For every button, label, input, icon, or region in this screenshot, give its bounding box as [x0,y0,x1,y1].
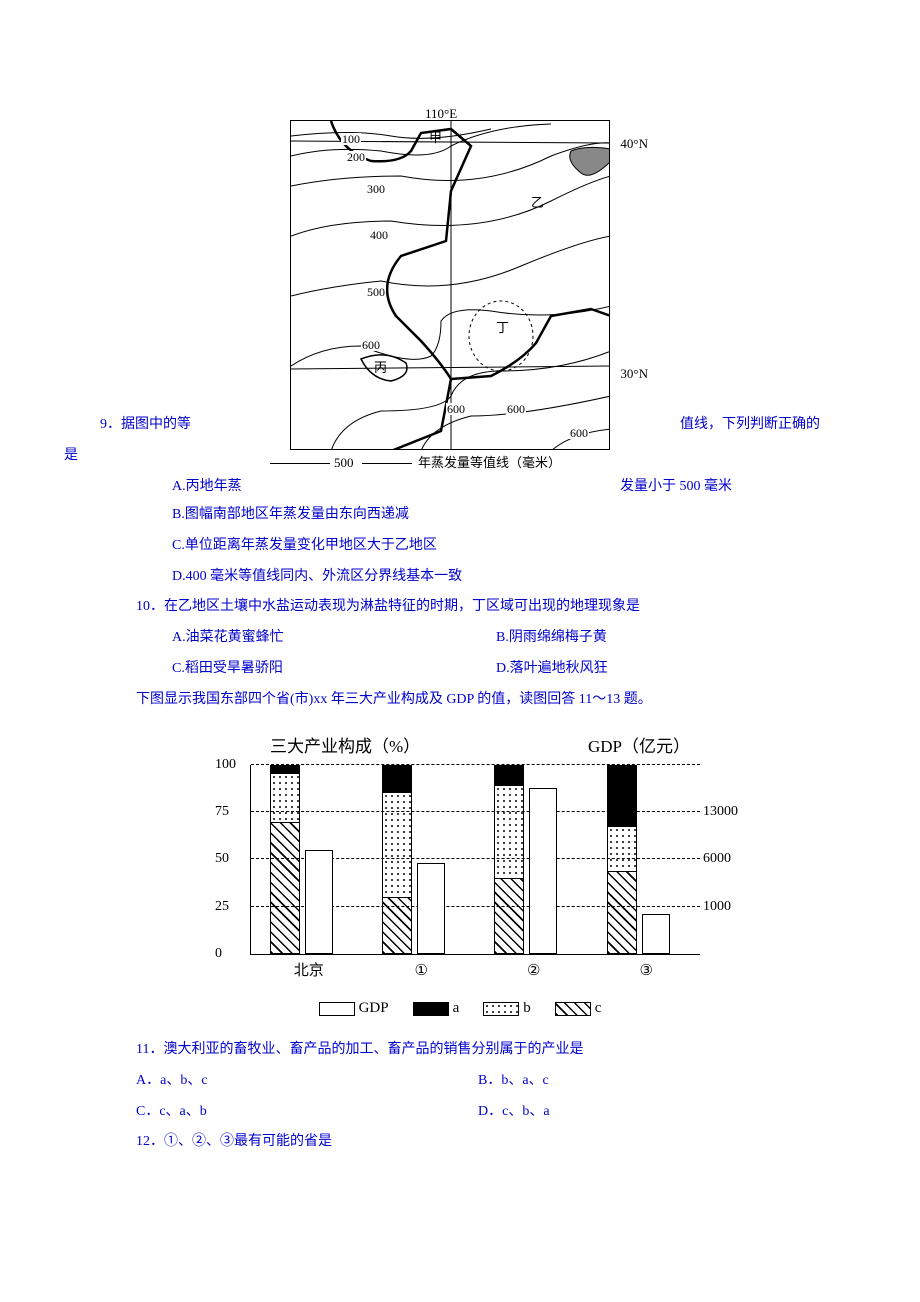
bar-group-3 [597,765,691,954]
evaporation-map: 110°E 40°N 30°N [250,100,670,480]
leg-a: a [453,1000,460,1016]
contour-200: 200 [346,151,366,163]
yl-0: 0 [215,947,222,961]
chart-right-title: GDP（亿元） [588,728,690,765]
q9-option-b: B.图幅南部地区年蒸发量由东向西递减 [100,500,820,531]
lat-top-label: 40°N [620,130,648,159]
q11-option-c: C．c、a、b [136,1097,478,1128]
contour-600b: 600 [446,403,466,415]
swatch-c [555,1002,591,1016]
legend-value: 500 [334,456,354,469]
bar-group-0 [260,765,354,954]
contour-600d: 600 [569,427,589,439]
gdp-bar-1 [417,863,445,954]
leg-c: c [595,1000,602,1016]
q10-option-c: C.稻田受旱暑骄阳 [172,654,496,685]
chart-left-title: 三大产业构成（%） [270,728,420,765]
q11-option-b: B．b、a、c [478,1066,820,1097]
leg-gdp: GDP [359,1000,389,1016]
q10-option-b: B.阴雨绵绵梅子黄 [496,623,820,654]
map-caption: 年蒸发量等值线（毫米） [418,456,561,469]
contour-100: 100 [341,133,361,145]
stack-bar-3 [607,765,637,954]
q9-option-c: C.单位距离年蒸发量变化甲地区大于乙地区 [100,531,820,562]
cat-2: ② [475,955,588,988]
region-bing: 丙 [374,361,387,374]
stack-bar-0 [270,765,300,954]
q11-stem: 11．澳大利亚的畜牧业、畜产品的加工、畜产品的销售分别属于的产业是 [100,1035,820,1066]
swatch-b [483,1002,519,1016]
yr-13000: 13000 [703,805,738,819]
swatch-a [413,1002,449,1016]
yr-1000: 1000 [703,900,731,914]
gdp-bar-0 [305,850,333,954]
contour-300: 300 [366,183,386,195]
q9-stem-right: 值线，下列判断正确的 [680,410,820,441]
map-svg [291,121,610,450]
stack-bar-1 [382,765,412,954]
cat-1: ① [363,955,476,988]
q9-stem-right2: 是 [64,441,78,472]
contour-400: 400 [369,229,389,241]
q10-option-d: D.落叶遍地秋风狂 [496,654,820,685]
lat-bot-label: 30°N [620,360,648,389]
region-ding: 丁 [496,321,509,334]
yr-6000: 6000 [703,852,731,866]
contour-600c: 600 [506,403,526,415]
chart-area: 0 25 50 75 100 1000 6000 13000 [250,765,700,955]
yl-25: 25 [215,900,229,914]
gdp-bar-3 [642,914,670,954]
q10-row1: A.油菜花黄蜜蜂忙 B.阴雨绵绵梅子黄 [100,623,820,654]
q11-option-a: A．a、b、c [136,1066,478,1097]
bar-group-1 [372,765,466,954]
q12-stem: 12．①、②、③最有可能的省是 [100,1127,820,1158]
cat-0: 北京 [250,955,363,988]
q9-option-d: D.400 毫米等值线同内、外流区分界线基本一致 [100,562,820,593]
chart-intro: 下图显示我国东部四个省(市)xx 年三大产业构成及 GDP 的值，读图回答 11… [100,685,820,716]
bar-group-2 [484,765,578,954]
chart-legend: GDP a b c [210,992,710,1025]
q9-stem-left: 9．据图中的等 [100,410,191,441]
yl-50: 50 [215,852,229,866]
map-box: 100 200 300 400 500 600 600 600 600 甲 乙 … [290,120,610,450]
q10-option-a: A.油菜花黄蜜蜂忙 [172,623,496,654]
q11-row1: A．a、b、c B．b、a、c [100,1066,820,1097]
q10-stem: 10．在乙地区土壤中水盐运动表现为淋盐特征的时期，丁区域可出现的地理现象是 [100,592,820,623]
industry-chart: 三大产业构成（%） GDP（亿元） 0 25 50 75 100 1000 60… [210,728,710,1025]
leg-b: b [523,1000,531,1016]
region-jia: 甲 [429,131,442,144]
x-categories: 北京 ① ② ③ [250,955,700,988]
q11-option-d: D．c、b、a [478,1097,820,1128]
q9-option-a-left: A.丙地年蒸 [172,472,242,503]
yl-100: 100 [215,758,236,772]
cat-3: ③ [588,955,701,988]
yl-75: 75 [215,805,229,819]
contour-600a: 600 [361,339,381,351]
swatch-gdp [319,1002,355,1016]
gdp-bar-2 [529,788,557,954]
figure-and-q9-block: 9．据图中的等 值线，下列判断正确的 是 A.丙地年蒸 发量小于 500 毫米 … [100,100,820,500]
contour-500: 500 [366,286,386,298]
region-yi: 乙 [531,196,544,209]
stack-bar-2 [494,765,524,954]
q11-row2: C．c、a、b D．c、b、a [100,1097,820,1128]
q10-row2: C.稻田受旱暑骄阳 D.落叶遍地秋风狂 [100,654,820,685]
